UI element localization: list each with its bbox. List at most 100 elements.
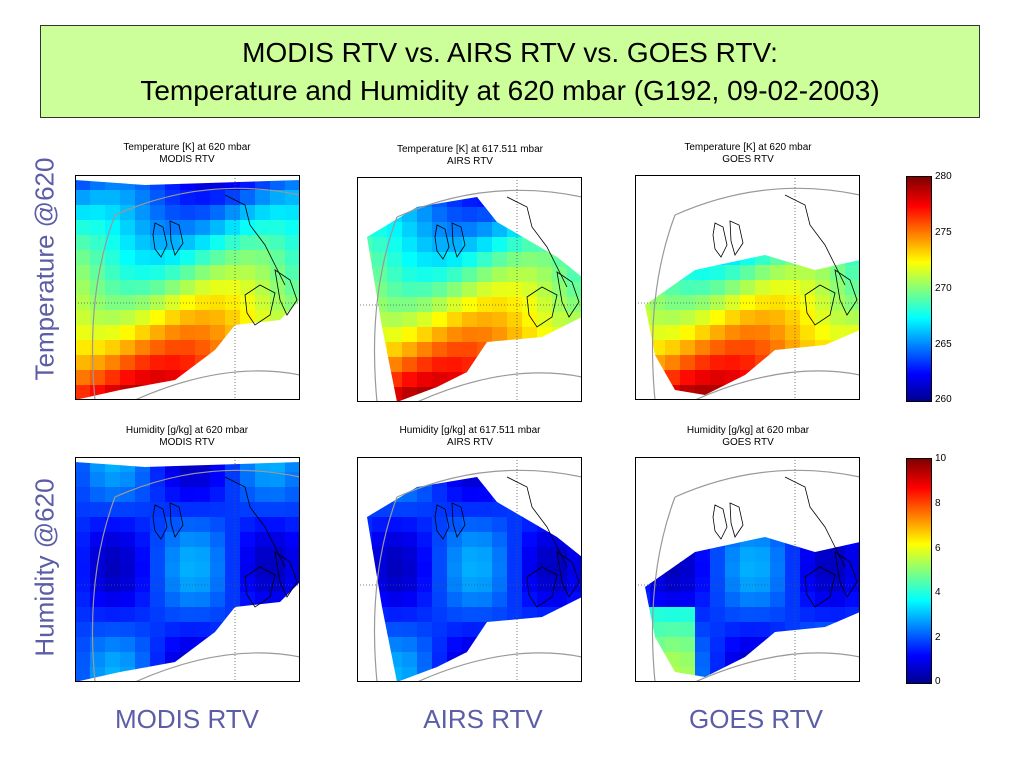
data-cell [135, 355, 151, 371]
data-cell [800, 577, 816, 593]
data-cell [90, 472, 106, 488]
data-cell [432, 457, 448, 473]
data-cell [507, 222, 523, 238]
data-cell [270, 462, 286, 473]
data-cell [725, 637, 741, 653]
data-cell [75, 667, 91, 682]
data-cell [680, 622, 696, 638]
data-cell [770, 607, 786, 623]
data-cell [240, 517, 256, 533]
data-cell [537, 312, 553, 328]
data-cell [537, 342, 553, 358]
data-cell [210, 280, 226, 296]
data-cell [120, 235, 136, 251]
data-cell [402, 297, 418, 313]
data-cell [477, 477, 493, 488]
data-cell [800, 265, 816, 281]
data-cell [567, 312, 582, 328]
data-cell [432, 517, 448, 533]
data-cell [180, 385, 196, 400]
data-cell [240, 652, 256, 668]
data-cell [447, 607, 463, 623]
data-cell [710, 562, 726, 578]
data-cell [195, 280, 211, 296]
data-cell [845, 175, 860, 191]
data-cell [537, 547, 553, 563]
great-lakes-outline [274, 551, 298, 598]
data-cell [740, 537, 756, 548]
data-cell [90, 462, 106, 473]
data-cell [255, 340, 271, 356]
data-cell [477, 517, 493, 533]
data-cell [740, 295, 756, 311]
data-cell [285, 235, 300, 251]
data-cell [770, 190, 786, 206]
data-cell [755, 235, 771, 251]
data-cell [800, 547, 816, 563]
data-cell [105, 190, 121, 206]
data-cell [845, 517, 860, 533]
lake-outline [451, 502, 466, 538]
data-cell [680, 652, 696, 668]
data-cell [367, 592, 373, 608]
data-cell [165, 472, 181, 488]
data-cell [680, 562, 696, 578]
data-cell [830, 517, 846, 533]
swath-edge [134, 652, 300, 682]
data-cell [477, 622, 493, 638]
data-cell [845, 487, 860, 503]
panel-title-temp-airs: Temperature [K] at 617.511 mbar AIRS RTV [355, 144, 585, 168]
data-cell [285, 547, 300, 563]
data-cell [150, 517, 166, 533]
data-cell [150, 265, 166, 281]
data-cell [255, 517, 271, 533]
data-cell [552, 667, 568, 682]
data-cell [135, 295, 151, 311]
data-cell [285, 487, 300, 503]
colorbar-temperature [906, 176, 932, 402]
data-cell [755, 457, 771, 473]
data-cell [522, 197, 538, 208]
data-cell [90, 220, 106, 236]
data-cell [105, 652, 121, 668]
data-cell [567, 207, 582, 223]
data-cell [150, 280, 166, 296]
data-cell [800, 487, 816, 503]
data-cell [225, 280, 241, 296]
data-cell [417, 637, 433, 653]
data-cell [225, 250, 241, 266]
data-cell [695, 592, 711, 608]
data-cell [90, 502, 106, 518]
data-cell [507, 197, 523, 208]
data-cell [165, 265, 181, 281]
data-field [367, 197, 582, 402]
data-cell [462, 222, 478, 238]
data-cell [477, 237, 493, 253]
data-cell [195, 340, 211, 356]
data-cell [740, 280, 756, 296]
data-cell [680, 517, 696, 533]
data-cell [135, 517, 151, 533]
data-cell [417, 207, 433, 223]
data-cell [90, 652, 106, 668]
data-cell [665, 175, 681, 191]
data-cell [75, 532, 91, 548]
data-cell [800, 385, 816, 395]
data-cell [270, 502, 286, 518]
data-cell [180, 220, 196, 236]
data-cell [537, 357, 553, 373]
data-cell [120, 532, 136, 548]
data-cell [270, 577, 286, 593]
swath-edge [91, 496, 116, 682]
data-cell [180, 652, 196, 668]
data-cell [285, 607, 300, 623]
panel-subtitle-line: MODIS RTV [159, 437, 215, 448]
data-cell [225, 472, 241, 488]
data-cell [725, 310, 741, 326]
data-cell [402, 342, 418, 358]
data-cell [120, 622, 136, 638]
data-cell [695, 175, 711, 191]
data-cell [135, 325, 151, 341]
data-cell [680, 370, 696, 386]
colorbar-tick: 2 [935, 632, 941, 643]
